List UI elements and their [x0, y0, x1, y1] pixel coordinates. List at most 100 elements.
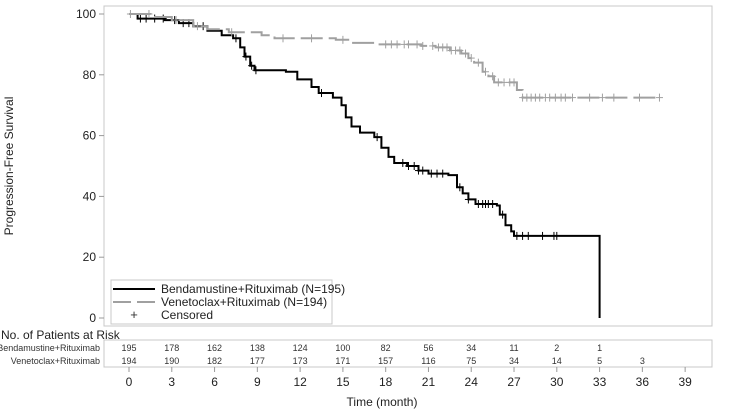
censor-mark-venetoclax	[467, 54, 475, 63]
risk-value: 14	[552, 356, 562, 366]
censor-mark-bendamustine	[232, 34, 240, 43]
censor-mark-venetoclax	[636, 93, 644, 102]
censor-mark-venetoclax	[126, 10, 134, 18]
y-tick-label: 60	[83, 129, 97, 143]
risk-value: 138	[250, 343, 265, 353]
y-tick-label: 20	[83, 250, 97, 264]
censor-mark-bendamustine	[151, 14, 159, 23]
risk-value: 124	[293, 343, 308, 353]
censor-mark-venetoclax	[586, 93, 594, 102]
legend-label-censored: Censored	[161, 308, 213, 322]
risk-value: 3	[640, 356, 645, 366]
censor-mark-venetoclax	[145, 10, 153, 18]
legend-label-bendamustine: Bendamustine+Rituximab (N=195)	[161, 282, 345, 296]
censor-mark-venetoclax	[510, 78, 518, 87]
legend: Bendamustine+Rituximab (N=195) Venetocla…	[110, 279, 345, 325]
censor-mark-bendamustine	[553, 231, 561, 240]
risk-value: 162	[207, 343, 222, 353]
censor-mark-bendamustine	[242, 52, 250, 61]
censor-mark-venetoclax	[308, 34, 316, 43]
censor-mark-bendamustine	[456, 183, 464, 192]
risk-value: 100	[335, 343, 350, 353]
censor-mark-bendamustine	[399, 158, 407, 167]
x-tick-label: 15	[336, 375, 350, 389]
censor-mark-bendamustine	[419, 166, 427, 175]
risk-value: 75	[466, 356, 476, 366]
censor-mark-bendamustine	[439, 169, 447, 178]
y-axis: 0 20 40 60 80 100	[76, 7, 104, 325]
x-tick-label: 18	[379, 375, 393, 389]
censor-mark-venetoclax	[429, 41, 437, 50]
censor-mark-venetoclax	[443, 43, 451, 52]
risk-values: 195 178 162 138 124 100 82 56 34 11 2 1 194 190 182 177…	[121, 343, 644, 366]
censor-mark-venetoclax	[655, 93, 663, 102]
x-axis: 0 3 6 9 12 15 18 21 24 27 30 33 36 39	[126, 367, 692, 389]
censor-mark-venetoclax	[193, 22, 201, 31]
censor-mark-bendamustine	[373, 133, 381, 142]
censor-mark-venetoclax	[279, 34, 287, 43]
censor-mark-venetoclax	[598, 93, 606, 102]
censor-mark-bendamustine	[499, 210, 507, 219]
censor-mark-venetoclax	[419, 41, 427, 50]
x-tick-label: 6	[211, 375, 218, 389]
censor-mark-bendamustine	[142, 14, 150, 23]
x-tick-label: 24	[465, 375, 479, 389]
risk-value: 190	[164, 356, 179, 366]
censored-marker-icon: +	[130, 307, 138, 322]
risk-value: 5	[597, 356, 602, 366]
y-axis-title: Progression-Free Survival	[2, 97, 16, 236]
x-tick-label: 33	[593, 375, 607, 389]
x-tick-label: 12	[293, 375, 307, 389]
censor-mark-bendamustine	[159, 14, 167, 23]
censor-mark-venetoclax	[482, 67, 489, 76]
censor-mark-venetoclax	[474, 58, 482, 67]
censor-mark-venetoclax	[339, 35, 347, 44]
x-tick-label: 39	[678, 375, 692, 389]
km-curve-venetoclax	[129, 13, 660, 99]
risk-value: 56	[423, 343, 433, 353]
censor-mark-venetoclax	[462, 49, 470, 58]
risk-value: 173	[293, 356, 308, 366]
risk-value: 177	[250, 356, 265, 366]
censor-mark-venetoclax	[413, 40, 421, 49]
censor-mark-venetoclax	[172, 16, 180, 25]
km-curve-bendamustine	[129, 13, 601, 318]
x-axis-title: Time (month)	[347, 395, 418, 409]
risk-value: 34	[509, 356, 519, 366]
x-tick-label: 30	[550, 375, 564, 389]
x-tick-label: 0	[126, 375, 133, 389]
censor-mark-venetoclax	[561, 93, 569, 102]
x-tick-label: 9	[254, 375, 261, 389]
risk-table-frame	[103, 339, 713, 368]
censor-mark-bendamustine	[489, 200, 497, 208]
risk-value: 11	[509, 343, 518, 353]
censor-mark-venetoclax	[456, 46, 464, 55]
risk-value: 82	[381, 343, 391, 353]
x-tick-label: 27	[507, 375, 521, 389]
risk-value: 171	[335, 356, 350, 366]
censor-mark-bendamustine	[464, 195, 472, 204]
censor-mark-venetoclax	[228, 28, 236, 37]
censor-mark-venetoclax	[489, 72, 497, 81]
risk-row-label-bendamustine: Bendamustine+Rituximab	[0, 343, 100, 353]
censor-mark-bendamustine	[318, 89, 326, 98]
risk-value: 2	[554, 343, 559, 353]
censor-mark-venetoclax	[393, 40, 401, 49]
censor-mark-bendamustine	[252, 66, 260, 75]
risk-value: 116	[421, 356, 435, 366]
legend-label-venetoclax: Venetoclax+Rituximab (N=194)	[161, 295, 327, 309]
censor-mark-bendamustine	[410, 162, 418, 170]
censor-mark-venetoclax	[568, 93, 576, 102]
censor-mark-venetoclax	[404, 40, 412, 49]
risk-value: 195	[121, 343, 136, 353]
censor-mark-bendamustine	[539, 231, 547, 240]
y-tick-label: 40	[83, 189, 97, 203]
y-tick-label: 80	[83, 68, 97, 82]
y-tick-label: 0	[89, 311, 96, 325]
y-tick-label: 100	[76, 7, 96, 21]
series-layer	[126, 10, 663, 318]
x-tick-label: 21	[422, 375, 436, 389]
x-tick-label: 36	[636, 375, 650, 389]
censor-mark-venetoclax	[610, 93, 618, 102]
